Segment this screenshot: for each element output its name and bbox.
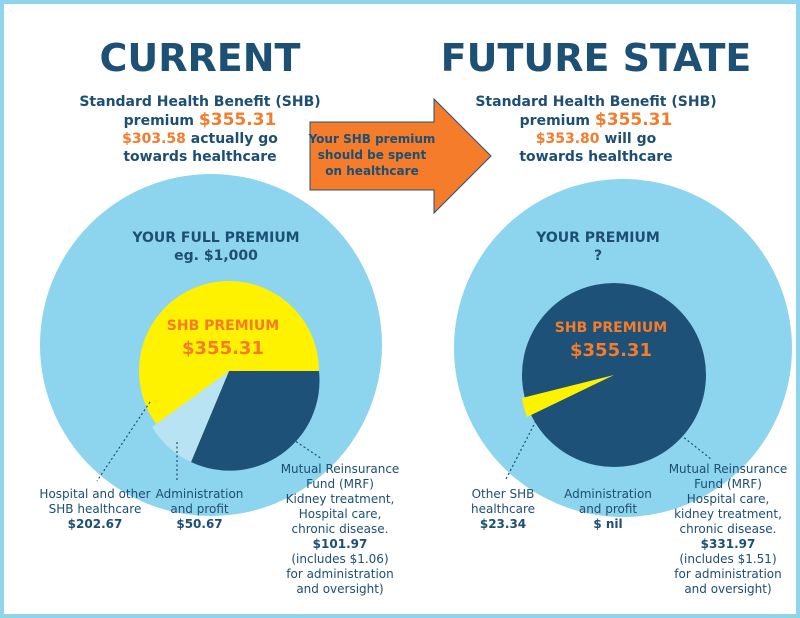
arrow-line2: should be spent <box>318 148 427 162</box>
current-mrf-leader <box>269 423 323 460</box>
current-admin-line1: Administration <box>155 487 244 501</box>
future-premium-value: $355.31 <box>594 110 673 130</box>
current-admin-line2: and profit <box>170 502 229 516</box>
future-mrf-line8: and oversight) <box>684 582 772 596</box>
future-other-value-row: $23.34 <box>448 517 558 532</box>
future-other-label: Other SHB healthcare $23.34 <box>448 487 558 532</box>
future-subhead-line2: premium $355.31 <box>396 111 796 130</box>
future-inner-value: $355.31 <box>570 340 652 361</box>
future-inner-title: SHB PREMIUM <box>555 320 667 336</box>
current-healthcare-suffix: actually go <box>185 131 278 147</box>
current-subhead-line2: premium $355.31 <box>0 111 400 130</box>
future-mrf-value-row: $331.97 <box>660 537 796 552</box>
current-heading: CURRENT <box>99 36 301 80</box>
arrow-graphic: Your SHB premium should be spent on heal… <box>308 97 492 215</box>
current-hospital-label: Hospital and other SHB healthcare $202.6… <box>28 487 162 532</box>
future-other-value: $23.34 <box>479 517 527 531</box>
current-mrf-line6: (includes $1.06) <box>291 552 389 566</box>
future-mrf-line3: Hospital care, <box>686 492 770 506</box>
future-subhead: Standard Health Benefit (SHB) premium $3… <box>396 93 796 166</box>
current-mrf-line7: for administration <box>286 567 394 581</box>
arrow-shape <box>309 97 492 215</box>
current-mrf-slice <box>191 371 320 471</box>
future-mrf-line6: (includes $1.51) <box>679 552 777 566</box>
future-other-line2: healthcare <box>471 502 535 516</box>
future-mrf-line7: for administration <box>674 567 782 581</box>
future-mrf-line1: Mutual Reinsurance <box>668 462 788 476</box>
current-subhead-line3: $303.58 actually go <box>0 130 400 148</box>
future-other-line1: Other SHB <box>471 487 535 501</box>
future-subhead-line1: Standard Health Benefit (SHB) <box>475 94 717 110</box>
arrow-line3: on healthcare <box>325 164 418 178</box>
current-subhead-line4: towards healthcare <box>123 149 277 165</box>
future-mrf-value: $331.97 <box>700 537 756 551</box>
future-mrf-label: Mutual Reinsurance Fund (MRF) Hospital c… <box>660 462 796 597</box>
current-hospital-line2: SHB healthcare <box>48 502 142 516</box>
current-mrf-line1: Mutual Reinsurance <box>280 462 400 476</box>
current-mrf-line3: Kidney treatment, <box>285 492 395 506</box>
future-mrf-leader <box>662 420 712 460</box>
future-heading: FUTURE STATE <box>440 36 752 80</box>
future-healthcare-suffix: will go <box>599 131 657 147</box>
future-admin-line1: Administration <box>564 487 652 501</box>
current-admin-label: Administration and profit $50.67 <box>142 487 257 532</box>
future-admin-value-row: $ nil <box>550 517 666 532</box>
future-mrf-line2: Fund (MRF) <box>694 477 762 491</box>
current-pie: YOUR FULL PREMIUM eg. $1,000 SHB PREMIUM… <box>40 174 382 516</box>
future-mrf-line4: kidney treatment, <box>674 507 782 521</box>
current-premium-value: $355.31 <box>198 110 277 130</box>
current-mrf-line5: chronic disease. <box>291 522 389 536</box>
current-premium-prefix: premium <box>123 113 199 129</box>
current-inner-title: SHB PREMIUM <box>167 318 279 334</box>
current-mrf-value: $101.97 <box>312 537 368 551</box>
arrow-line1: Your SHB premium <box>308 132 436 146</box>
current-mrf-value-row: $101.97 <box>272 537 408 552</box>
future-healthcare-value: $353.80 <box>535 131 600 147</box>
future-mrf-line5: chronic disease. <box>679 522 777 536</box>
current-hospital-line1: Hospital and other <box>39 487 151 501</box>
current-outer-sub: eg. $1,000 <box>174 248 258 264</box>
future-pie: YOUR PREMIUM ? SHB PREMIUM $355.31 <box>454 179 792 517</box>
current-inner-value: $355.31 <box>182 338 264 359</box>
future-admin-label: Administration and profit $ nil <box>550 487 666 532</box>
current-admin-value: $50.67 <box>176 517 223 531</box>
current-hospital-value: $202.67 <box>67 517 123 531</box>
current-admin-value-row: $50.67 <box>142 517 257 532</box>
current-healthcare-value: $303.58 <box>122 131 186 147</box>
future-other-leader <box>504 412 541 482</box>
current-subhead-line1: Standard Health Benefit (SHB) <box>79 94 321 110</box>
future-subhead-line3: $353.80 will go <box>396 130 796 148</box>
future-other-healthcare-slice <box>522 375 614 417</box>
current-mrf-label: Mutual Reinsurance Fund (MRF) Kidney tre… <box>272 462 408 597</box>
future-admin-line2: and profit <box>578 502 638 516</box>
current-mrf-line4: Hospital care, <box>298 507 382 521</box>
future-subhead-line4: towards healthcare <box>519 149 673 165</box>
current-hospital-value-row: $202.67 <box>28 517 162 532</box>
future-outer-title: YOUR PREMIUM <box>535 230 660 246</box>
future-admin-value: $ nil <box>593 517 623 531</box>
current-admin-slice <box>152 371 229 462</box>
current-subhead: Standard Health Benefit (SHB) premium $3… <box>0 93 400 166</box>
future-outer-sub: ? <box>594 248 602 264</box>
current-mrf-line2: Fund (MRF) <box>306 477 374 491</box>
future-premium-prefix: premium <box>519 113 595 129</box>
current-mrf-line8: and oversight) <box>296 582 384 596</box>
current-outer-title: YOUR FULL PREMIUM <box>131 230 299 246</box>
leader-lines <box>96 401 712 482</box>
